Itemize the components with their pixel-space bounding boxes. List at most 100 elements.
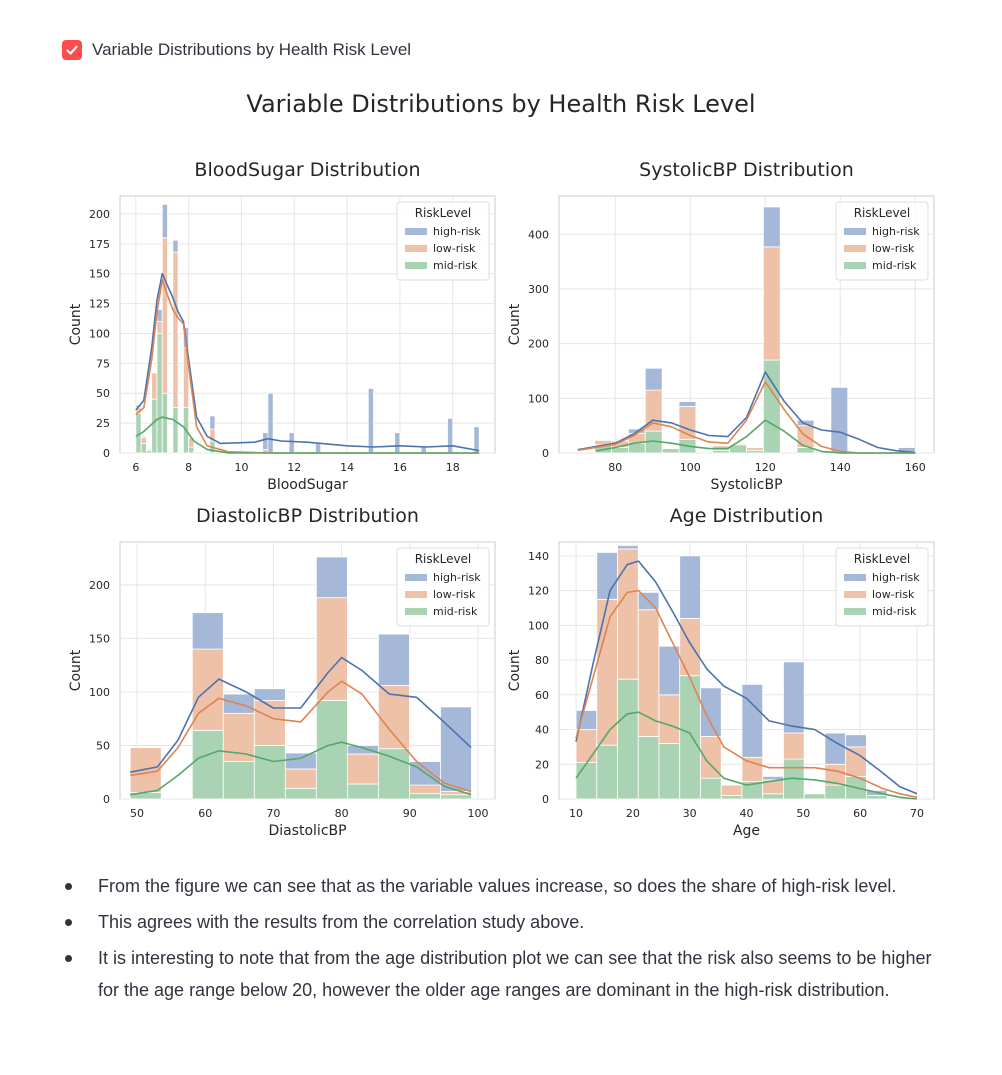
bar-mid-risk [172,407,179,454]
y-tick-label: 0 [542,447,549,460]
legend-label-low-risk: low-risk [433,588,476,601]
bar-mid-risk [151,398,158,454]
y-tick-label: 200 [528,338,549,351]
subplot-3: 50 60 70 80 90 100 0 50 100 150 200 DiastolicBP Dis… [68,505,496,839]
bar-low-risk [783,732,805,760]
legend-title: RiskLevel [854,206,911,220]
legend-title: RiskLevel [415,552,472,566]
x-tick-label: 40 [740,807,754,820]
legend-label-low-risk: low-risk [872,242,915,255]
x-tick-label: 100 [467,807,488,820]
bar-mid-risk [409,793,441,800]
x-tick-label: 120 [755,461,776,474]
bar-high-risk [447,417,454,454]
bar-low-risk [746,447,764,451]
subplot-1: 6 8 10 12 14 16 18 0 25 50 75 100 125 150 175 200 BloodS… [68,159,496,493]
bar-low-risk [741,756,764,783]
bar-mid-risk [188,446,195,454]
bar-high-risk [783,661,805,734]
show-distributions-checkbox-row[interactable]: Variable Distributions by Health Risk Le… [62,40,411,60]
legend-label-high-risk: high-risk [872,225,920,238]
y-tick-label: 60 [535,689,549,702]
y-axis-label: Count [507,649,523,691]
bar-high-risk [267,392,274,454]
x-tick-label: 70 [266,807,280,820]
legend-swatch-high-risk [844,228,866,235]
checkbox-label[interactable]: Variable Distributions by Health Risk Le… [92,40,412,59]
kde-line-high-risk [575,560,918,795]
bar-mid-risk [161,392,168,454]
bar-high-risk [161,203,168,239]
legend-label-mid-risk: mid-risk [433,259,478,272]
kde-line-low-risk [575,589,918,799]
bar-mid-risk [253,745,286,800]
kde-line-mid-risk [135,416,480,454]
y-tick-label: 40 [535,724,549,737]
x-tick-label: 20 [626,807,640,820]
bar-low-risk [378,685,410,750]
x-tick-label: 8 [185,461,192,474]
legend-swatch-mid-risk [844,608,866,615]
bar-mid-risk [803,793,826,800]
bullet-dot [65,883,72,890]
kde-line-low-risk [135,278,480,454]
bar-high-risk [796,419,815,427]
bar-mid-risk [712,449,731,454]
legend-swatch-mid-risk [405,608,427,615]
bar-high-risk [172,239,179,253]
finding-text: It is interesting to note that from the … [98,948,932,1000]
legend-label-mid-risk: mid-risk [872,259,917,272]
bar-high-risk [617,545,639,550]
distribution-figure: Variable Distributions by Health Risk Le… [68,90,935,839]
legend-box [835,201,929,281]
checkbox-checked[interactable] [62,40,82,60]
legend-label-high-risk: high-risk [872,571,920,584]
bar-high-risk [845,734,867,748]
y-tick-label: 50 [96,739,110,752]
y-tick-label: 100 [89,686,110,699]
kde-line-mid-risk [596,419,916,454]
bar-high-risk [394,432,401,454]
x-tick-label: 60 [853,807,867,820]
bar-high-risk [191,612,224,650]
subplot-title: BloodSugar Distribution [194,159,420,181]
bar-low-risk [146,449,153,452]
y-axis-label: Count [68,303,84,345]
y-tick-label: 25 [96,417,110,430]
x-tick-label: 90 [403,807,417,820]
legend-swatch-low-risk [844,591,866,598]
bar-low-risk [729,443,747,446]
bar-mid-risk [284,787,317,800]
y-tick-label: 100 [528,619,549,632]
bar-mid-risk [140,443,147,454]
bar-low-risk [151,372,158,400]
legend-swatch-mid-risk [405,262,427,269]
x-tick-label: 10 [569,807,583,820]
bar-low-risk [845,746,867,777]
x-tick-label: 80 [608,461,622,474]
y-tick-label: 200 [89,208,110,221]
bar-mid-risk [346,783,379,800]
y-tick-label: 125 [89,298,110,311]
y-tick-label: 50 [96,387,110,400]
kde-line-high-risk [577,371,916,454]
bar-low-risk [596,598,618,746]
y-tick-label: 150 [89,268,110,281]
bar-low-risk [617,548,639,680]
bar-mid-risk [658,743,681,800]
bar-mid-risk [315,700,348,800]
bar-low-risk [409,784,441,795]
legend-label-low-risk: low-risk [872,588,915,601]
kde-line-mid-risk [575,711,918,800]
bar-low-risk [315,597,348,701]
bar-mid-risk [865,795,888,800]
bar-high-risk [679,555,701,619]
bar-mid-risk [824,784,847,800]
subplot-title: Age Distribution [670,505,824,527]
bar-mid-risk [222,761,255,800]
y-tick-label: 140 [528,550,549,563]
y-axis-label: Count [68,649,84,691]
bar-low-risk [156,321,163,334]
y-tick-label: 300 [528,283,549,296]
legend-box [396,547,490,627]
